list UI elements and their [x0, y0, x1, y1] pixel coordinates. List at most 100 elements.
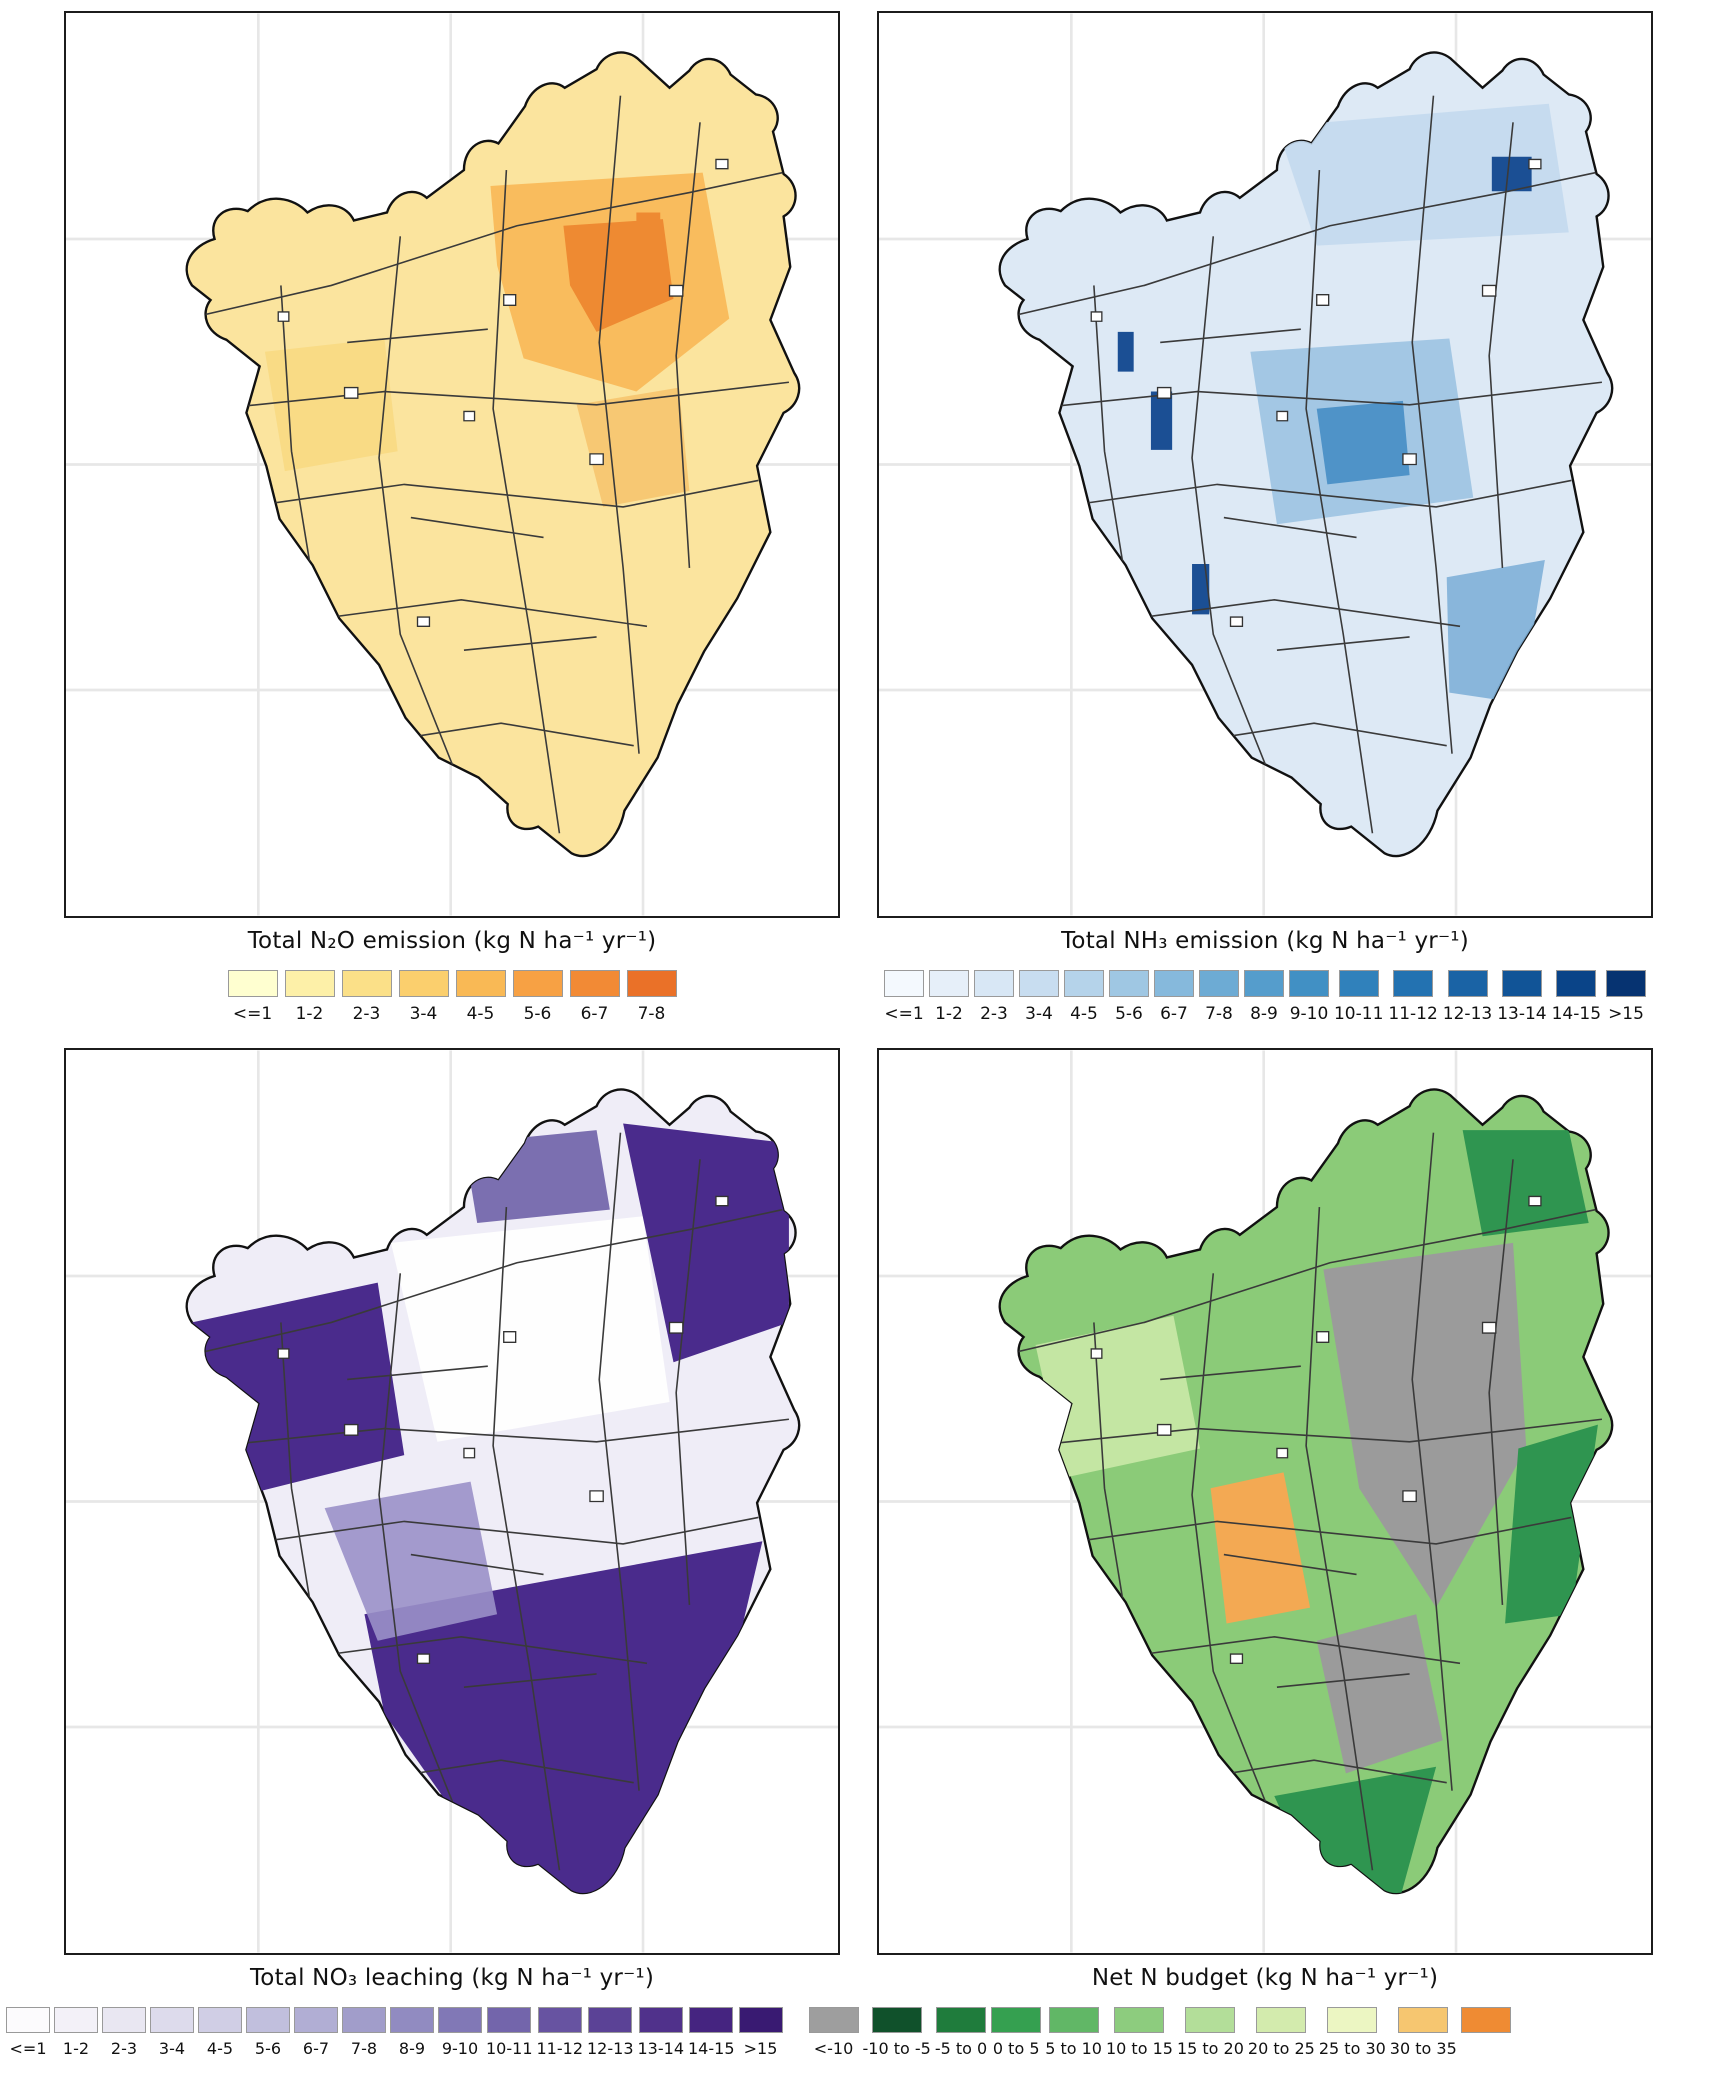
legend-swatch	[738, 2007, 783, 2033]
legend-item: 4-5	[1063, 970, 1104, 1024]
legend-label: <=1	[9, 2039, 47, 2058]
legend-swatch	[1063, 970, 1104, 997]
legend-swatch	[973, 970, 1014, 997]
map-patch	[576, 387, 690, 507]
legend-item: 3-4	[150, 2007, 194, 2058]
legend-swatch	[1185, 2007, 1236, 2033]
legend-item: 6-7	[294, 2007, 338, 2058]
legend-swatch	[928, 970, 969, 997]
legend-item: 1-2	[54, 2007, 98, 2058]
legend-item: >15	[738, 2007, 783, 2058]
map-patch	[463, 1130, 610, 1223]
legend-item: 7-8	[342, 2007, 386, 2058]
legend-item: 0 to 5	[991, 2007, 1042, 2058]
map-patch	[623, 1123, 789, 1363]
legend-swatch	[284, 970, 335, 997]
legend-swatch	[569, 970, 620, 997]
legend-item: 10-11	[486, 2007, 533, 2058]
legend-label: 10-11	[1333, 1004, 1384, 1024]
legend-label: 5-6	[523, 1004, 552, 1024]
legend-item: 3-4	[1018, 970, 1059, 1024]
map-title-net: Net N budget (kg N ha⁻¹ yr⁻¹)	[1091, 1965, 1439, 1991]
legend-label: 14-15	[688, 2039, 735, 2058]
legend-item: <=1	[227, 970, 278, 1024]
legend-item: <=1	[883, 970, 924, 1024]
map-patch	[1505, 1424, 1598, 1624]
legend-swatch	[1243, 970, 1284, 997]
legend-swatch	[537, 2007, 582, 2033]
map-patch	[563, 219, 674, 332]
map-patch	[1276, 103, 1569, 246]
legend-item: 8-9	[390, 2007, 434, 2058]
legend-item: 6-7	[1153, 970, 1194, 1024]
legend-label: 13-14	[1497, 1004, 1547, 1024]
legend-swatch	[1501, 970, 1542, 997]
legend-label: 4-5	[1070, 1004, 1098, 1024]
legend-label: -5 to 0	[934, 2039, 988, 2058]
map-patch	[636, 212, 661, 247]
legend-item: 9-10	[438, 2007, 482, 2058]
legend-item	[1460, 2007, 1511, 2039]
choropleth-map-nh3	[879, 13, 1651, 916]
legend-label: 3-4	[158, 2039, 186, 2058]
legend-label: 7-8	[350, 2039, 378, 2058]
legend-item: 15 to 20	[1177, 2007, 1244, 2058]
legend-label: 9-10	[1289, 1004, 1329, 1024]
legend-swatch	[1288, 970, 1329, 997]
legend-swatch	[638, 2007, 683, 2033]
legend-swatch	[1048, 2007, 1099, 2033]
legend-n2o: <=1 1-2 2-3 3-4 4-5 5-6 6-7 7-8	[64, 970, 840, 1024]
legend-label: 12-13	[1442, 1004, 1493, 1024]
legend-item: 1-2	[928, 970, 969, 1024]
legend-item: 5-6	[512, 970, 563, 1024]
legend-item: 5-6	[246, 2007, 290, 2058]
legend-label: 2-3	[110, 2039, 138, 2058]
map-patch	[1316, 1614, 1443, 1774]
map-no3	[64, 1048, 840, 1955]
map-patch	[324, 1481, 498, 1641]
legend-item: 5-6	[1108, 970, 1149, 1024]
legend-item: 10-11	[1334, 970, 1383, 1024]
legend-swatch	[808, 2007, 859, 2033]
legend-item: -5 to 0	[935, 2007, 987, 2058]
legend-swatch	[1556, 970, 1597, 997]
legend-swatch	[1018, 970, 1059, 997]
legend-label: 10-11	[486, 2039, 533, 2058]
panel-n2o: Total N₂O emission (kg N ha⁻¹ yr⁻¹) <=1 1…	[64, 11, 840, 1024]
map-patch	[1323, 1242, 1527, 1608]
legend-swatch	[991, 2007, 1042, 2033]
legend-swatch	[246, 2007, 290, 2033]
legend-item: 14-15	[1552, 970, 1601, 1024]
legend-label: 6-7	[580, 1004, 609, 1024]
legend-item: 2-3	[341, 970, 392, 1024]
legend-label: 14-15	[1551, 1004, 1602, 1024]
legend-item: 1-2	[284, 970, 335, 1024]
legend-swatch	[198, 2007, 242, 2033]
legend-item: 8-9	[1243, 970, 1284, 1024]
legend-item: 20 to 25	[1248, 2007, 1315, 2058]
legend-swatch	[1114, 2007, 1165, 2033]
legend-label: 1-2	[295, 1004, 324, 1024]
legend-swatch	[871, 2007, 922, 2033]
legend-label: 4-5	[466, 1004, 495, 1024]
legend-label: 0 to 5	[992, 2039, 1040, 2058]
legend-no3: <=1 1-2 2-3 3-4 4-5 5-6 6-7 7-8 8-9 9-10 10-11 11-1…	[6, 2007, 783, 2058]
legend-label: >15	[1608, 1004, 1644, 1024]
legend-label: 10 to 15	[1105, 2039, 1173, 2058]
legend-label: 6-7	[302, 2039, 330, 2058]
legend-swatch	[398, 970, 449, 997]
panel-no3: Total NO₃ leaching (kg N ha⁻¹ yr⁻¹)	[64, 1048, 840, 1991]
legend-item: 3-4	[398, 970, 449, 1024]
legend-swatch	[342, 2007, 386, 2033]
legend-swatch	[102, 2007, 146, 2033]
map-patch	[390, 1216, 670, 1442]
legend-item: 2-3	[973, 970, 1014, 1024]
legend-swatch	[512, 970, 563, 997]
map-net	[877, 1048, 1653, 1955]
legend-label: 3-4	[409, 1004, 438, 1024]
legend-item: 9-10	[1288, 970, 1329, 1024]
legend-label: <=1	[232, 1004, 273, 1024]
legend-label: 8-9	[398, 2039, 426, 2058]
panel-net: Net N budget (kg N ha⁻¹ yr⁻¹)	[877, 1048, 1653, 1991]
